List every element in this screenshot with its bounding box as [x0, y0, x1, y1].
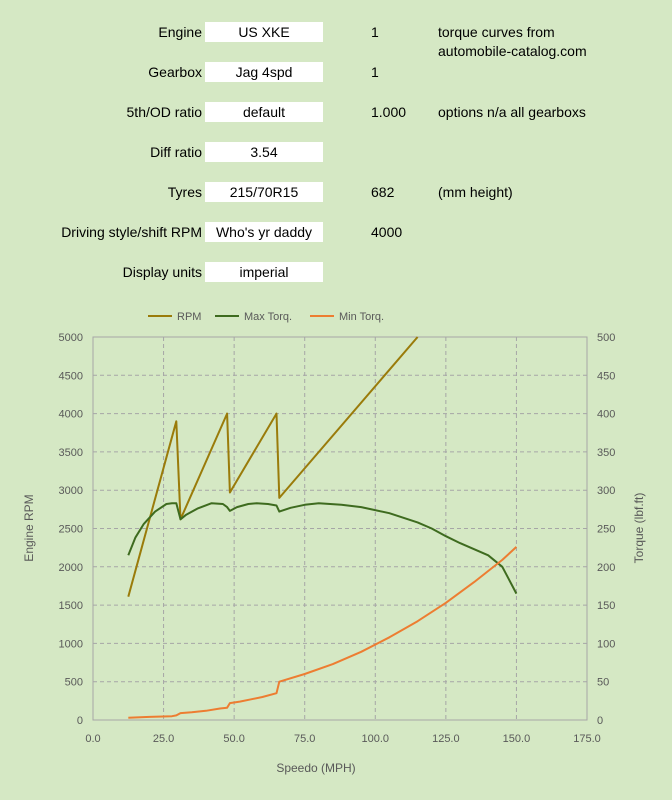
setting-note: (mm height)	[438, 184, 513, 200]
setting-row: Gearbox Jag 4spd 1	[0, 62, 672, 84]
setting-row: Display units imperial	[0, 262, 672, 284]
y-tick-label: 0	[77, 715, 83, 727]
chart-series	[127, 336, 518, 719]
setting-label: Tyres	[167, 184, 202, 200]
y2-tick-label: 450	[597, 370, 615, 382]
y2-tick-label: 0	[597, 715, 603, 727]
y2-tick-label: 300	[597, 485, 615, 497]
y2-tick-label: 500	[597, 332, 615, 344]
legend-label: Min Torq.	[339, 311, 384, 323]
setting-row: Driving style/shift RPM Who's yr daddy 400…	[0, 222, 672, 244]
y2-tick-label: 350	[597, 447, 615, 459]
setting-row: Engine US XKE 1 torque curves from automobil…	[0, 22, 672, 59]
x-tick-label: 150.0	[503, 733, 531, 745]
x-tick-label: 50.0	[223, 733, 244, 745]
setting-value-field[interactable]: default	[205, 102, 323, 122]
legend-label: RPM	[177, 311, 201, 323]
x-tick-label: 175.0	[573, 733, 601, 745]
setting-value-field[interactable]: Who's yr daddy	[205, 222, 323, 242]
setting-value-field[interactable]: US XKE	[205, 22, 323, 42]
y2-axis-label: Torque (lbf.ft)	[632, 493, 646, 564]
x-tick-label: 75.0	[294, 733, 315, 745]
y-tick-label: 3500	[59, 447, 83, 459]
y2-tick-label: 50	[597, 677, 609, 689]
chart-axes: 0.0 25.0 50.0 75.0 100.0 125.0 150.0 175.005001…	[59, 332, 616, 745]
setting-label: Engine	[158, 24, 202, 40]
setting-row: Diff ratio 3.54	[0, 142, 672, 164]
y-tick-label: 1000	[59, 638, 83, 650]
setting-value-field[interactable]: 215/70R15	[205, 182, 323, 202]
y-tick-label: 1500	[59, 600, 83, 612]
setting-number: 1	[371, 64, 379, 80]
setting-note: options n/a all gearboxs	[438, 104, 586, 120]
y2-tick-label: 250	[597, 524, 615, 536]
y-tick-label: 2000	[59, 562, 83, 574]
series-line-max-torq	[127, 502, 518, 595]
y-tick-label: 500	[65, 677, 83, 689]
setting-number: 682	[371, 184, 395, 200]
y-tick-label: 3000	[59, 485, 83, 497]
setting-number: 4000	[371, 224, 403, 240]
setting-row: Tyres 215/70R15 682 (mm height)	[0, 182, 672, 204]
setting-number: 1.000	[371, 104, 407, 120]
setting-value-field[interactable]: imperial	[205, 262, 323, 282]
setting-value-field[interactable]: 3.54	[205, 142, 323, 162]
chart-legend: RPM Max Torq. Min Torq.	[148, 311, 384, 323]
y-axis-label: Engine RPM	[22, 494, 36, 561]
legend-label: Max Torq.	[244, 311, 292, 323]
y-tick-label: 2500	[59, 524, 83, 536]
setting-note: torque curves from	[438, 24, 555, 40]
y2-tick-label: 100	[597, 638, 615, 650]
y-tick-label: 4000	[59, 409, 83, 421]
setting-row: 5th/OD ratio default 1.000 options n/a all …	[0, 102, 672, 124]
x-tick-label: 0.0	[85, 733, 100, 745]
setting-label: Display units	[122, 264, 202, 280]
x-axis-label: Speedo (MPH)	[276, 761, 355, 775]
setting-label: 5th/OD ratio	[126, 104, 202, 120]
setting-label: Gearbox	[148, 64, 202, 80]
setting-value-field[interactable]: Jag 4spd	[205, 62, 323, 82]
y2-tick-label: 200	[597, 562, 615, 574]
setting-number: 1	[371, 24, 379, 40]
setting-label: Driving style/shift RPM	[61, 224, 202, 240]
series-line-min-torq	[128, 546, 518, 719]
y-tick-label: 4500	[59, 370, 83, 382]
y2-tick-label: 400	[597, 409, 615, 421]
x-tick-label: 100.0	[362, 733, 390, 745]
setting-label: Diff ratio	[150, 144, 202, 160]
y2-tick-label: 150	[597, 600, 615, 612]
x-tick-label: 25.0	[153, 733, 174, 745]
chart-grid	[92, 336, 588, 721]
y-tick-label: 5000	[59, 332, 83, 344]
setting-note-line2: automobile-catalog.com	[438, 43, 587, 59]
x-tick-label: 125.0	[432, 733, 460, 745]
series-line-rpm	[127, 336, 419, 597]
